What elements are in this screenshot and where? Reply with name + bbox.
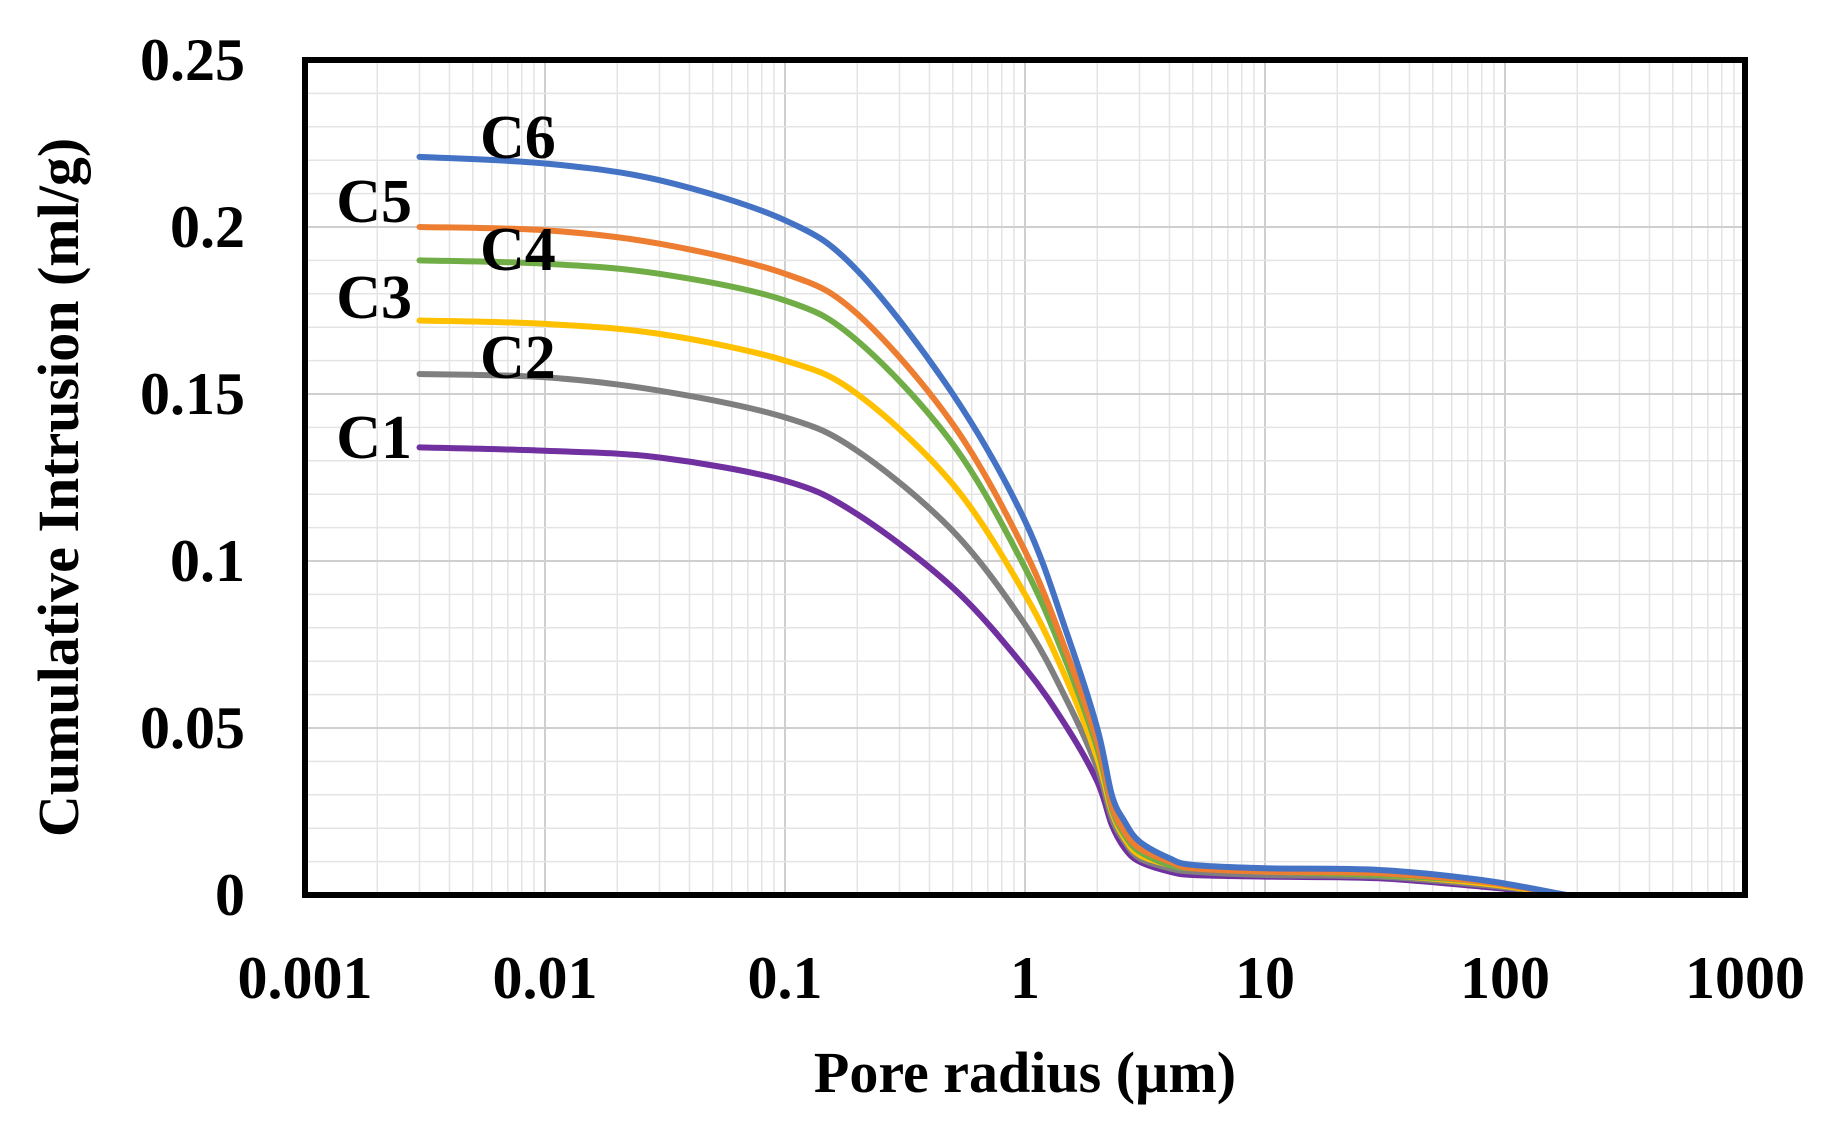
series-label-c4: C4	[480, 216, 556, 284]
series-label-c1: C1	[336, 404, 412, 472]
cumulative-intrusion-chart: C6 C5 C4 C3 C2 C1 0.001 0.01 0.1 1 10 100 1000 0 0.0…	[0, 0, 1830, 1130]
y-tick-label: 0.2	[170, 194, 245, 260]
y-axis-ticks: 0 0.05 0.1 0.15 0.2 0.25	[140, 27, 245, 928]
y-tick-label: 0.05	[140, 695, 245, 761]
y-tick-label: 0.1	[170, 528, 245, 594]
y-tick-label: 0.15	[140, 361, 245, 427]
series-label-c6: C6	[480, 104, 556, 172]
x-tick-label: 0.1	[748, 945, 823, 1011]
x-tick-label: 0.01	[493, 945, 598, 1011]
series-label-c2: C2	[480, 324, 556, 392]
x-axis-ticks: 0.001 0.01 0.1 1 10 100 1000	[238, 945, 1806, 1011]
x-tick-label: 1000	[1685, 945, 1805, 1011]
y-axis-title: Cumulative Intrusion (ml/g)	[26, 138, 91, 837]
series-label-c3: C3	[336, 264, 412, 332]
series-line-c3	[420, 321, 1567, 896]
y-tick-label: 0.25	[140, 27, 245, 93]
y-tick-label: 0	[215, 862, 245, 928]
series-label-c5: C5	[336, 168, 412, 236]
x-tick-label: 100	[1460, 945, 1550, 1011]
x-axis-title: Pore radius (µm)	[814, 1040, 1236, 1105]
x-tick-label: 0.001	[238, 945, 373, 1011]
x-tick-label: 10	[1235, 945, 1295, 1011]
x-tick-label: 1	[1010, 945, 1040, 1011]
series-lines	[420, 157, 1567, 895]
grid	[305, 60, 1745, 895]
